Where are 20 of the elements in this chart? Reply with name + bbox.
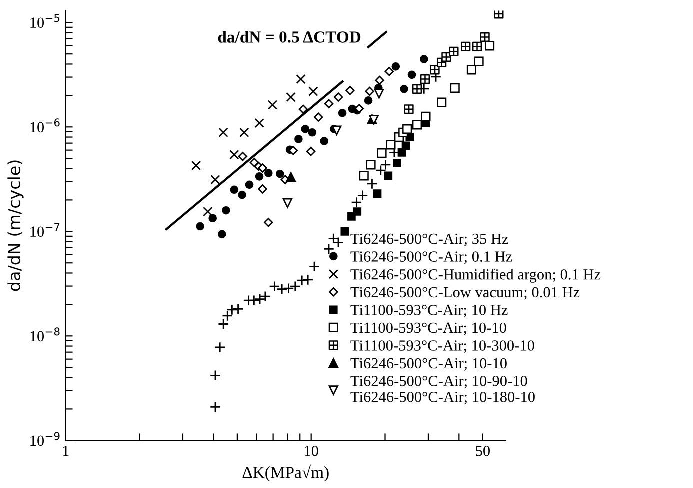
legend-label: Ti6246-500°C-Air; 0.1 Hz: [350, 252, 512, 264]
y-tick-label: 10$^{−7}$: [30, 223, 60, 238]
legend-label: Ti6246-500°C-Air; 10-10: [350, 358, 507, 371]
y-tick-label: 10$^{−9}$: [30, 432, 60, 446]
x-tick-label: 1: [63, 446, 69, 456]
legend-label: Ti1100-593°C-Air; 10 Hz: [350, 305, 508, 318]
x-tick-label: 50: [476, 446, 490, 456]
x-axis-title: ΔK(MPa√m): [242, 464, 329, 482]
y-tick-label: 10$^{−8}$: [30, 328, 60, 342]
x-tick-label: 10: [305, 446, 318, 456]
y-tick-label: 10$^{−5}$: [30, 14, 60, 28]
y-axis-title: da/dN (m/cycle): [8, 160, 24, 292]
legend-label: Ti6246-500°C-Low vacuum; 0.01 Hz: [350, 287, 580, 300]
legend-label: Ti6246-500°C-Air; 10-90-10 Ti6246-500°C-Air; 10-180-10: [350, 376, 535, 405]
legend-label: Ti6246-500°C-Humidified argon; 0.1 Hz: [350, 268, 601, 283]
legend-label: Ti1100-593°C-Air; 10-300-10: [350, 340, 534, 354]
legend-label: Ti6246-500°C-Air; 35 Hz: [350, 234, 508, 246]
annotation: da/dN = 0.5 ΔCTOD: [218, 31, 361, 43]
y-tick-label: 10$^{−6}$: [30, 118, 60, 133]
legend-label: Ti1100-593°C-Air; 10-10: [350, 322, 506, 336]
